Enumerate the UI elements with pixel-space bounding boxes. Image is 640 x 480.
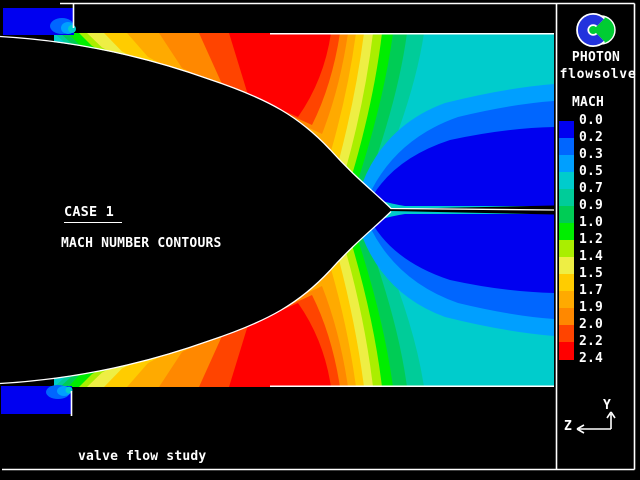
legend-swatch (559, 257, 574, 275)
legend-swatch (559, 121, 574, 139)
legend-swatch (559, 342, 574, 360)
plot-caption: valve flow study (78, 449, 207, 464)
case-label: CASE 1 (64, 205, 122, 223)
recirculation-lobes (362, 84, 554, 336)
legend-swatch (559, 138, 574, 156)
legend-swatch (559, 206, 574, 224)
product-name: flowsolve (559, 67, 637, 82)
legend-swatch (559, 240, 574, 258)
legend-label: 1.2 (579, 232, 604, 247)
legend-label: 0.0 (579, 113, 604, 128)
plot-title: MACH NUMBER CONTOURS (61, 236, 222, 251)
bottom-wall (0, 387, 556, 472)
legend-swatch (559, 308, 574, 326)
legend-swatch (559, 291, 574, 309)
legend-swatch (559, 274, 574, 292)
legend-colorbar: 0.0 0.2 0.3 0.5 0.7 0.9 1.0 1.2 1.4 1.5 1.7 1.9 2.0 2… (556, 114, 640, 381)
legend-swatch (559, 325, 574, 343)
top-wall (0, 0, 556, 33)
legend-swatch (559, 172, 574, 190)
legend-label: 2.2 (579, 334, 604, 349)
photon-logo-icon (576, 13, 616, 47)
axis-y-label: Y (602, 398, 612, 413)
app-name: PHOTON (571, 50, 621, 65)
valve-body-outline-top (0, 35, 555, 211)
frame-border (2, 2, 636, 471)
axis-z-label: Z (563, 419, 573, 434)
legend-label: 1.9 (579, 300, 604, 315)
valve-body-outline-bottom (0, 211, 392, 385)
legend-label: 0.7 (579, 181, 604, 196)
legend-label: 1.0 (579, 215, 604, 230)
legend-label: 0.5 (579, 164, 604, 179)
sidebar: PHOTON flowsolve MACH 0.0 0.2 0.3 0.5 0.7 0.9… (556, 0, 640, 480)
legend-label: 0.9 (579, 198, 604, 213)
legend-swatch (559, 155, 574, 173)
legend-swatch (559, 223, 574, 241)
legend-label: 0.2 (579, 130, 604, 145)
inlet-channel-top (3, 8, 76, 35)
legend-swatch (559, 189, 574, 207)
legend-label: 2.4 (579, 351, 604, 366)
legend-label: 1.7 (579, 283, 604, 298)
legend-label: 2.0 (579, 317, 604, 332)
legend-label: 1.5 (579, 266, 604, 281)
inlet-channel-bottom (1, 385, 73, 414)
legend-title: MACH (571, 95, 605, 110)
legend-label: 0.3 (579, 147, 604, 162)
axis-arrows-icon (576, 411, 616, 434)
legend-label: 1.4 (579, 249, 604, 264)
valve-body (0, 37, 554, 383)
